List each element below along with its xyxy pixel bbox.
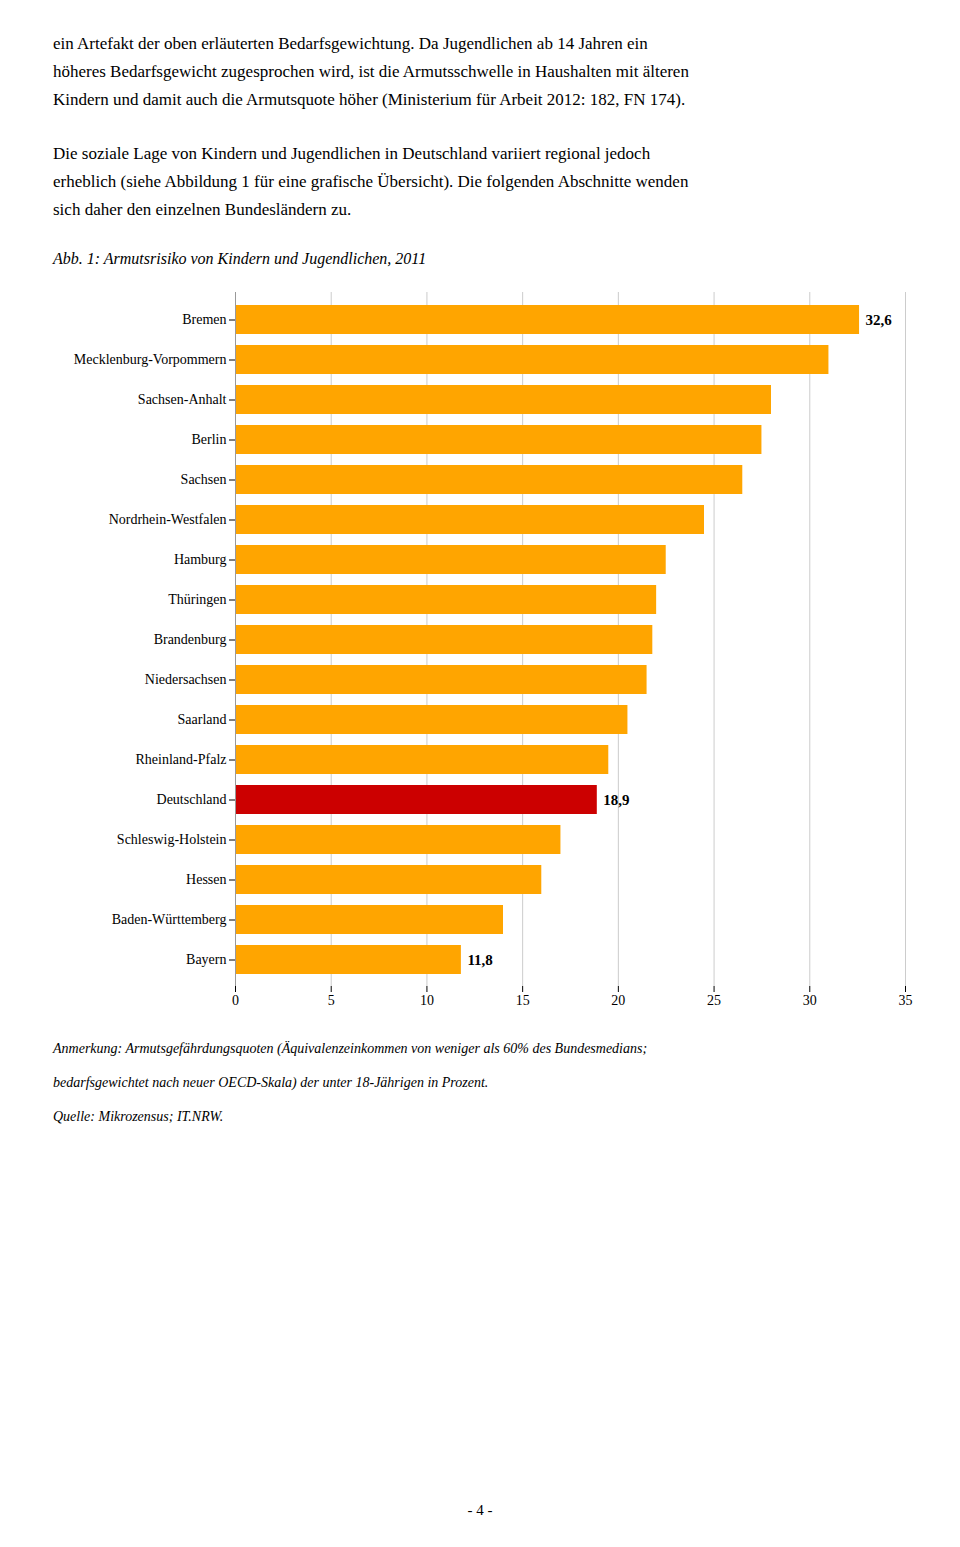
svg-text:0: 0 (232, 993, 239, 1008)
html-text:erheblich (siehe Abbildung 1 f: erheblich (siehe Abbildung 1 für eine gr… (53, 172, 689, 191)
svg-text:Nordrhein-Westfalen: Nordrhein-Westfalen (109, 512, 227, 527)
html-text:- 4 -: - 4 - (467, 1502, 493, 1518)
svg-text:5: 5 (328, 993, 335, 1008)
html-text:Abb. 1: Armutsrisiko von Kinde: Abb. 1: Armutsrisiko von Kindern und Jug… (53, 250, 427, 267)
svg-text:15: 15 (516, 993, 530, 1008)
html-text:höheres Bedarfsgewicht zugespr: höheres Bedarfsgewicht zugesprochen wird… (53, 62, 689, 81)
html-text:Kindern und damit auch die Arm: Kindern und damit auch die Armutsquote h… (53, 90, 686, 109)
svg-text:Deutschland: Deutschland (157, 792, 227, 807)
svg-text:25: 25 (707, 993, 721, 1008)
svg-text:Mecklenburg-Vorpommern: Mecklenburg-Vorpommern (74, 352, 227, 367)
svg-text:Schleswig-Holstein: Schleswig-Holstein (117, 832, 227, 847)
html-text:ein Artefakt der oben erläuter: ein Artefakt der oben erläuterten Bedarf… (53, 34, 648, 53)
svg-text:Thüringen: Thüringen (168, 592, 226, 607)
svg-text:Hamburg: Hamburg (174, 552, 227, 567)
svg-text:35: 35 (899, 993, 913, 1008)
svg-text:30: 30 (803, 993, 817, 1008)
svg-text:20: 20 (611, 993, 625, 1008)
html-text:bedarfsgewichtet nach neuer OE: bedarfsgewichtet nach neuer OECD-Skala) … (53, 1075, 489, 1090)
svg-text:Hessen: Hessen (186, 872, 226, 887)
svg-text:Brandenburg: Brandenburg (154, 632, 227, 647)
svg-text:Rheinland-Pfalz: Rheinland-Pfalz (136, 752, 227, 767)
svg-text:Bayern: Bayern (186, 952, 226, 967)
svg-text:Saarland: Saarland (178, 712, 227, 727)
svg-text:18,9: 18,9 (603, 792, 629, 808)
html-text:sich daher den einzelnen Bunde: sich daher den einzelnen Bundesländern z… (53, 200, 352, 219)
svg-text:Sachsen: Sachsen (181, 472, 227, 487)
svg-text:11,8: 11,8 (467, 952, 492, 968)
svg-text:Baden-Württemberg: Baden-Württemberg (112, 912, 227, 927)
svg-text:10: 10 (420, 993, 434, 1008)
svg-text:Berlin: Berlin (192, 432, 227, 447)
html-text:Die soziale Lage von Kindern u: Die soziale Lage von Kindern und Jugendl… (53, 144, 651, 163)
html-text:Anmerkung: Armutsgefährdungsqu: Anmerkung: Armutsgefährdungsquoten (Äqui… (53, 1041, 648, 1056)
svg-text:32,6: 32,6 (866, 312, 893, 328)
svg-text:Bremen: Bremen (182, 312, 226, 327)
html-text:Quelle: Mikrozensus; IT.NRW.: Quelle: Mikrozensus; IT.NRW. (53, 1109, 224, 1124)
svg-text:Niedersachsen: Niedersachsen (145, 672, 227, 687)
svg-text:Sachsen-Anhalt: Sachsen-Anhalt (138, 392, 227, 407)
